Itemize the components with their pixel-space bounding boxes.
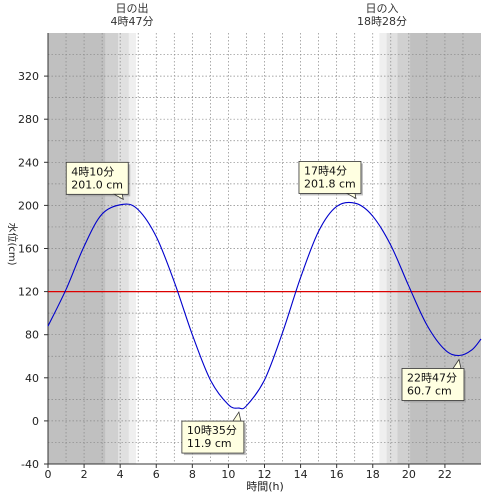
- x-tick-label: 2: [81, 468, 88, 481]
- sunset-time: 18時28分: [357, 15, 407, 28]
- y-tick-label: 240: [18, 156, 39, 169]
- y-tick-label: 120: [18, 286, 39, 299]
- y-tick-label: 40: [25, 372, 39, 385]
- sunrise-title: 日の出: [115, 2, 149, 15]
- x-tick-label: 6: [153, 468, 160, 481]
- annotation-pointer: [232, 411, 242, 422]
- x-axis-label: 時間(h): [246, 480, 284, 493]
- x-tick-label: 12: [258, 468, 272, 481]
- tide-line: [47, 201, 482, 410]
- x-tick-label: 22: [438, 468, 452, 481]
- y-tick-label: 160: [18, 243, 39, 256]
- sunset-label: 日の入 18時28分: [346, 2, 418, 28]
- annotation-time: 10時35分: [187, 424, 237, 437]
- y-tick-label: 320: [18, 70, 39, 83]
- y-tick-label: 80: [25, 329, 39, 342]
- annotation-box: [401, 368, 465, 401]
- annotation-value: 11.9 cm: [187, 437, 232, 450]
- axes: -40 0 40 80 120 160 200 240 280 320 0 2 4 6 8 10 12 14 16 1…: [18, 33, 481, 481]
- x-tick-label: 20: [402, 468, 416, 481]
- annotation-time: 17時4分: [304, 164, 347, 177]
- y-axis-label: 水位(cm): [6, 222, 19, 265]
- x-tick-label: 14: [294, 468, 308, 481]
- x-tick-label: 4: [117, 468, 124, 481]
- annotation-box: [65, 161, 129, 195]
- tide-series: [47, 201, 482, 410]
- annotation-pointer: [112, 193, 124, 201]
- annotation-value: 201.0 cm: [71, 178, 123, 191]
- annotation-pointer: [452, 358, 462, 369]
- twilight-shade-morning-2: [118, 33, 129, 464]
- x-tick-label: 0: [45, 468, 52, 481]
- y-tick-label: 0: [32, 415, 39, 428]
- sunset-title: 日の入: [365, 2, 399, 15]
- x-tick-label: 18: [366, 468, 380, 481]
- x-tick-label: 10: [221, 468, 235, 481]
- annotation-time: 22時47分: [407, 371, 457, 384]
- annotation-value: 60.7 cm: [407, 384, 452, 397]
- twilight-shade-evening-1: [379, 33, 387, 464]
- annotation-value: 201.8 cm: [304, 177, 356, 190]
- y-tick-label: 200: [18, 199, 39, 212]
- y-tick-label: 280: [18, 113, 39, 126]
- annotation-box: [181, 420, 245, 454]
- y-tick-label: -40: [21, 458, 39, 471]
- twilight-shade-evening-3: [397, 33, 411, 464]
- annotation-box: [298, 161, 362, 194]
- annotation-time: 4時10分: [71, 165, 114, 178]
- sunrise-time: 4時47分: [110, 15, 154, 28]
- sunrise-label: 日の出 4時47分: [97, 2, 167, 28]
- x-tick-label: 16: [330, 468, 344, 481]
- x-tick-label: 8: [189, 468, 196, 481]
- annotation-pointer: [345, 193, 357, 200]
